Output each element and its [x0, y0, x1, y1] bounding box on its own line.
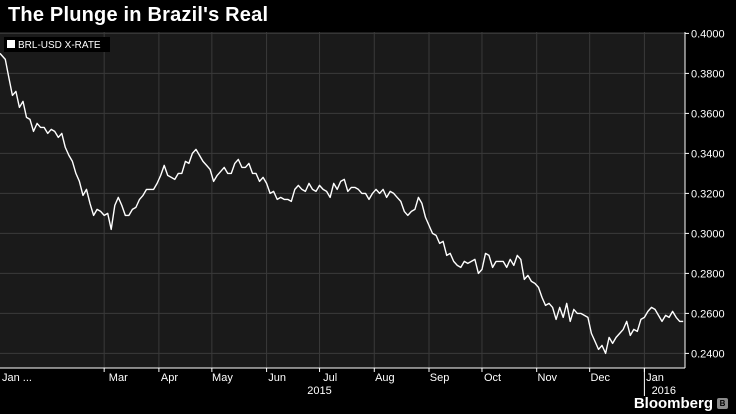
y-tick-label: 0.4000 — [691, 28, 725, 40]
y-tick-label: 0.2800 — [691, 268, 725, 280]
y-tick-label: 0.3400 — [691, 148, 725, 160]
grid-layer — [0, 32, 685, 368]
chart-title: The Plunge in Brazil's Real — [8, 4, 269, 26]
x-tick-label: Aug — [375, 372, 395, 384]
legend-label: BRL-USD X-RATE — [18, 40, 101, 51]
y-tick-label: 0.3200 — [691, 188, 725, 200]
x-tick-label: Nov — [538, 372, 558, 384]
year-label: 2016 — [652, 385, 676, 397]
x-tick-label: Dec — [590, 372, 610, 384]
y-tick-label: 0.3000 — [691, 228, 725, 240]
x-tick-label: Oct — [484, 372, 501, 384]
bloomberg-logo-icon: B — [717, 398, 728, 409]
x-tick-label: Jul — [323, 372, 337, 384]
brand-name: Bloomberg — [633, 395, 713, 412]
x-tick-label: Apr — [161, 372, 178, 384]
y-tick-label: 0.3600 — [691, 108, 725, 120]
x-tick-label: Sep — [430, 372, 450, 384]
axes-layer: 0.4000 0.3800 0.3600 0.3400 0.3200 0.3000 0.28… — [0, 28, 725, 397]
x-tick-label: Jun — [268, 372, 286, 384]
brand: Bloomberg B — [634, 395, 728, 412]
series-line — [0, 52, 684, 355]
x-tick-label: Mar — [109, 372, 128, 384]
x-tick-label: Jan — [646, 372, 664, 384]
y-tick-label: 0.2400 — [691, 348, 725, 360]
series-layer — [0, 52, 684, 355]
year-label: 2015 — [307, 385, 331, 397]
y-tick-label: 0.3800 — [691, 68, 725, 80]
legend: BRL-USD X-RATE — [4, 37, 110, 52]
legend-box — [4, 37, 110, 52]
x-tick-label: Jan ... — [2, 372, 32, 384]
x-tick-label: May — [212, 372, 233, 384]
legend-swatch-icon — [7, 40, 15, 48]
y-tick-label: 0.2600 — [691, 308, 725, 320]
plot-area — [0, 32, 685, 368]
